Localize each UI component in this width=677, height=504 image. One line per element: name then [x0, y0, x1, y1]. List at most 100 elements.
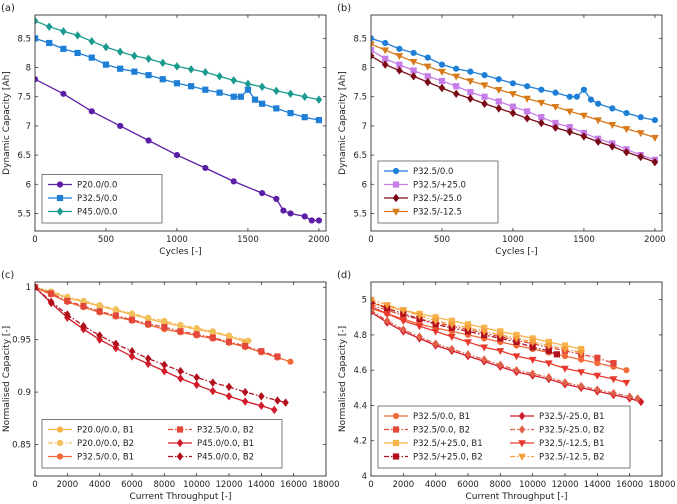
data-point — [545, 373, 553, 382]
data-point — [159, 58, 166, 68]
legend-marker — [392, 193, 400, 203]
data-point — [409, 59, 418, 66]
legend-marker — [176, 438, 184, 448]
data-point — [161, 366, 168, 376]
data-point — [480, 328, 489, 336]
data-point — [371, 46, 375, 54]
x-tick-label: 1000 — [166, 235, 188, 245]
y-tick-label: 0.85 — [12, 441, 31, 451]
data-point — [551, 103, 560, 111]
data-point — [512, 353, 521, 361]
data-point — [634, 394, 641, 403]
data-point — [561, 352, 569, 360]
data-point — [495, 104, 502, 113]
data-point — [60, 90, 67, 97]
data-point — [383, 311, 392, 318]
data-point — [529, 369, 536, 378]
data-point — [447, 333, 456, 341]
legend-box — [377, 405, 631, 469]
legend-marker — [56, 181, 64, 188]
data-point — [209, 334, 216, 341]
x-tick-label: 8000 — [154, 480, 176, 490]
y-tick-label: 4 — [362, 472, 367, 482]
legend: P32.5/0.0, B1 P32.5/0.0, B2 P32.5/+25.0, B… — [377, 405, 631, 469]
data-point — [245, 337, 252, 344]
data-point — [580, 112, 588, 120]
data-point — [577, 369, 586, 377]
legend-label: P45.0/0.0, B2 — [197, 453, 254, 463]
legend-label: P32.5/-12.5, B1 — [539, 439, 605, 449]
data-point — [273, 86, 280, 96]
data-point — [47, 297, 55, 307]
data-point — [128, 346, 136, 356]
data-point — [523, 114, 531, 123]
legend-marker — [56, 426, 64, 433]
legend-label: P32.5/-25.0, B2 — [539, 426, 605, 436]
x-tick-label: 10000 — [183, 480, 210, 490]
data-point — [259, 100, 266, 107]
data-point — [371, 296, 375, 304]
data-point — [573, 93, 580, 100]
legend-label: P20.0/0.0, B2 — [77, 439, 134, 449]
y-tick-label: 4.8 — [353, 331, 367, 341]
data-point — [193, 331, 200, 338]
data-point — [173, 62, 181, 71]
legend-label: P32.5/+25.0 — [413, 181, 466, 191]
data-point — [524, 108, 531, 115]
data-point — [80, 297, 87, 304]
data-point — [497, 360, 504, 370]
panel-a: 0 500 1000 1500 2000 5.5 6 6.5 7 7.5 8 8.5 Cycles [-… — [1, 3, 330, 257]
legend-marker — [56, 207, 64, 216]
data-point — [464, 350, 472, 359]
legend-label: P32.5/-12.5, B2 — [539, 453, 605, 463]
data-point — [241, 397, 249, 406]
data-point — [438, 77, 446, 85]
x-tick-label: 500 — [98, 235, 114, 245]
x-tick-label: 500 — [434, 235, 450, 245]
legend: P20.0/0.0, B1 P20.0/0.0, B2 P32.5/0.0, B1 P… — [41, 419, 283, 469]
data-point — [258, 348, 265, 355]
legend-marker — [56, 439, 64, 447]
legend-label: P45.0/0.0 — [77, 208, 117, 218]
legend-label: P32.5/0.0 — [413, 167, 453, 177]
data-point — [423, 63, 432, 71]
data-point — [177, 374, 184, 383]
data-point — [116, 47, 124, 57]
panel-b: 0 500 1000 1500 2000 5.5 6 6.5 7 7.5 8 8.5 Cycles [-… — [337, 3, 666, 257]
x-axis-label: Cycles [-] — [495, 247, 537, 257]
data-point — [237, 93, 244, 100]
data-point — [438, 83, 446, 93]
data-point — [244, 79, 252, 89]
data-point — [453, 83, 460, 90]
legend-marker — [392, 453, 400, 460]
data-point — [188, 83, 195, 90]
x-tick-label: 4000 — [425, 480, 447, 490]
legend-label: P32.5/0.0, B2 — [197, 426, 254, 436]
data-point — [447, 321, 456, 329]
data-point — [35, 283, 39, 292]
panel-d: 0 2000 4000 6000 8000 10000 12000 14000 16000 180… — [337, 270, 676, 502]
data-point — [383, 302, 392, 310]
data-point — [251, 96, 259, 103]
data-point — [480, 82, 489, 90]
y-tick-label: 5 — [362, 296, 367, 306]
plot-frame — [34, 14, 327, 232]
data-point — [594, 354, 601, 361]
data-point — [416, 332, 423, 341]
series-line-4 — [35, 286, 275, 411]
panel-label: (a) — [1, 3, 15, 14]
data-point — [161, 360, 168, 370]
legend-marker — [518, 453, 526, 461]
data-point — [301, 92, 308, 101]
series-line-7 — [371, 298, 582, 354]
legend-marker — [392, 181, 400, 188]
data-point — [623, 109, 630, 117]
y-tick-label: 0.95 — [12, 336, 31, 346]
data-point — [453, 65, 460, 72]
data-point — [523, 95, 531, 103]
data-point — [216, 72, 223, 81]
data-point — [315, 116, 323, 124]
data-point — [35, 16, 39, 26]
data-point — [230, 93, 237, 100]
